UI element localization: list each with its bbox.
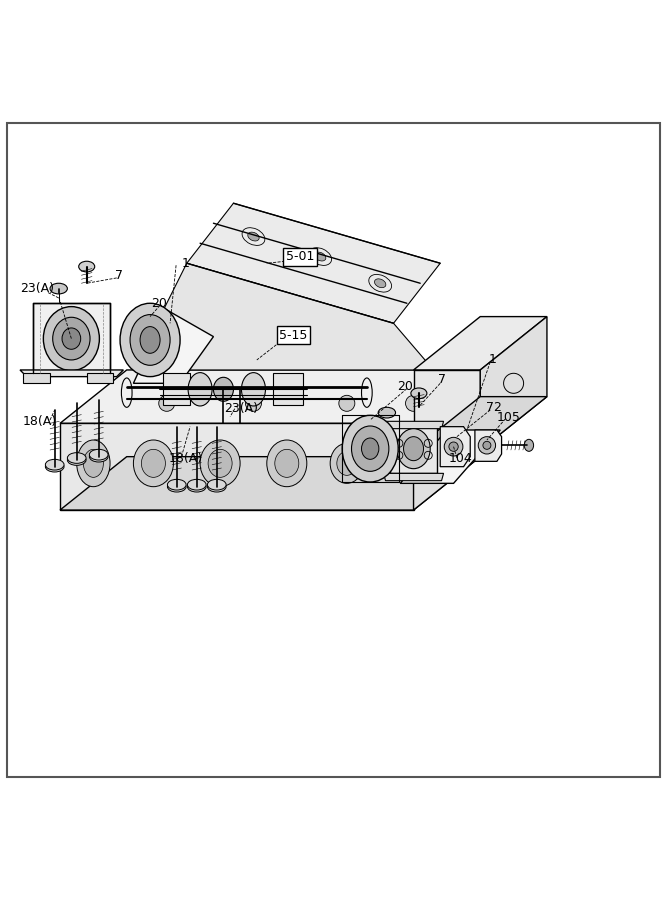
Ellipse shape (167, 482, 186, 492)
Polygon shape (390, 423, 437, 473)
Circle shape (449, 442, 458, 451)
Polygon shape (414, 370, 480, 450)
Polygon shape (400, 430, 500, 483)
Ellipse shape (378, 408, 396, 418)
Ellipse shape (45, 459, 64, 470)
Ellipse shape (207, 480, 226, 490)
Text: 72: 72 (486, 401, 502, 415)
Ellipse shape (67, 454, 86, 465)
Ellipse shape (411, 388, 427, 399)
Ellipse shape (50, 284, 67, 294)
Ellipse shape (167, 480, 186, 490)
Polygon shape (133, 263, 434, 370)
Ellipse shape (77, 440, 110, 487)
Ellipse shape (267, 440, 307, 487)
Circle shape (406, 395, 422, 411)
Polygon shape (480, 317, 547, 450)
Ellipse shape (187, 480, 206, 490)
Ellipse shape (141, 449, 165, 477)
Polygon shape (60, 456, 480, 510)
Ellipse shape (140, 327, 160, 354)
Text: 7: 7 (115, 269, 123, 282)
Ellipse shape (130, 315, 170, 365)
Circle shape (159, 395, 175, 411)
Text: 18(A): 18(A) (23, 416, 57, 428)
Ellipse shape (200, 440, 240, 487)
Ellipse shape (79, 261, 95, 272)
Text: 20: 20 (398, 380, 414, 393)
Ellipse shape (404, 436, 424, 461)
Ellipse shape (330, 444, 364, 483)
Text: 23(A): 23(A) (225, 402, 258, 415)
Ellipse shape (62, 328, 81, 349)
Polygon shape (60, 423, 414, 510)
Circle shape (483, 441, 491, 449)
Bar (23, 374, 50, 383)
Polygon shape (187, 203, 440, 323)
Ellipse shape (67, 453, 86, 464)
Text: 105: 105 (496, 411, 520, 425)
Polygon shape (414, 397, 547, 450)
Polygon shape (163, 374, 190, 405)
Ellipse shape (314, 252, 326, 261)
Text: 104: 104 (448, 452, 472, 464)
Ellipse shape (241, 373, 265, 406)
Ellipse shape (53, 318, 90, 360)
Polygon shape (133, 310, 213, 383)
Text: 1: 1 (488, 354, 496, 366)
Ellipse shape (362, 438, 379, 459)
Text: 7: 7 (438, 374, 446, 386)
Polygon shape (33, 303, 110, 374)
Polygon shape (273, 374, 303, 405)
Bar (87, 374, 113, 383)
Text: 20: 20 (151, 297, 167, 310)
Polygon shape (384, 473, 444, 481)
Ellipse shape (89, 451, 108, 462)
Ellipse shape (374, 279, 386, 288)
Ellipse shape (89, 449, 108, 460)
Ellipse shape (45, 462, 64, 472)
Ellipse shape (213, 377, 233, 401)
Ellipse shape (208, 449, 232, 477)
Text: 1: 1 (181, 256, 189, 270)
Circle shape (444, 437, 463, 456)
Circle shape (339, 395, 355, 411)
Ellipse shape (247, 232, 259, 241)
Ellipse shape (524, 439, 534, 451)
Circle shape (478, 436, 496, 454)
Ellipse shape (133, 440, 173, 487)
Ellipse shape (43, 307, 99, 371)
Polygon shape (414, 370, 480, 510)
Ellipse shape (275, 449, 299, 477)
Text: 5-01: 5-01 (286, 250, 314, 263)
Ellipse shape (352, 426, 389, 472)
Ellipse shape (342, 415, 398, 482)
Text: 18(A): 18(A) (168, 452, 203, 464)
Ellipse shape (188, 373, 212, 406)
Ellipse shape (337, 451, 357, 475)
Ellipse shape (187, 482, 206, 492)
Circle shape (245, 395, 261, 411)
Polygon shape (475, 430, 502, 462)
Ellipse shape (207, 482, 226, 492)
Ellipse shape (397, 428, 430, 469)
Polygon shape (414, 317, 547, 370)
Polygon shape (440, 427, 470, 467)
Ellipse shape (120, 303, 180, 376)
Text: 23(A): 23(A) (20, 282, 53, 295)
Text: 5-15: 5-15 (279, 328, 307, 342)
Polygon shape (20, 370, 123, 376)
Polygon shape (384, 421, 444, 428)
Ellipse shape (83, 449, 103, 477)
Polygon shape (60, 370, 480, 423)
